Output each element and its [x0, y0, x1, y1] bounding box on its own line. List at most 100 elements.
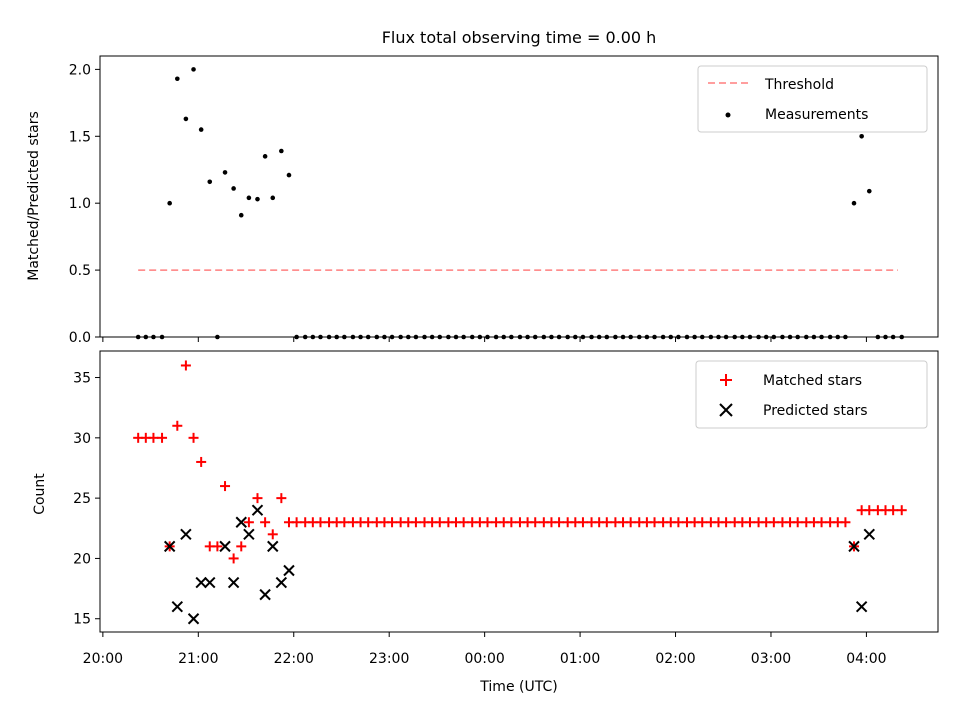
measurement-point	[803, 334, 809, 340]
matched-star-point	[721, 517, 732, 528]
predicted-star-point	[171, 600, 184, 613]
bottom-y-axis-label: Count	[32, 473, 48, 515]
measurement-point	[302, 334, 308, 340]
measurement-point	[198, 127, 204, 132]
measurement-point	[866, 188, 872, 194]
measurement-point	[787, 334, 793, 340]
measurement-point	[422, 334, 427, 340]
measurement-point	[350, 334, 356, 340]
measurement-point	[899, 334, 905, 340]
measurement-point	[437, 334, 443, 340]
top-y-axis-label: Matched/Predicted stars	[26, 111, 42, 281]
measurement-point	[859, 133, 864, 139]
bottom-legend: Matched stars Predicted stars	[695, 360, 928, 429]
matched-star-point	[260, 517, 271, 528]
x-tick-label: 22:00	[274, 651, 314, 667]
bottom-legend-box	[695, 360, 928, 429]
measurement-point	[565, 334, 570, 340]
measurement-point	[843, 334, 848, 340]
bottom-y-tick-label: 30	[73, 431, 91, 447]
top-x-ticks	[102, 337, 867, 342]
measurement-point	[318, 334, 323, 340]
measurement-point	[747, 334, 753, 340]
predicted-star-point	[855, 600, 868, 613]
measurement-point	[477, 334, 483, 340]
measurement-point	[875, 334, 881, 340]
measurement-point	[517, 334, 523, 340]
bottom-panel: 15 20 25 30 35 20:00 21:00 22:00 23:00 00:00 01:0…	[32, 350, 939, 695]
measurement-point	[541, 334, 547, 340]
measurement-point	[660, 334, 666, 340]
measurement-point	[255, 196, 260, 202]
top-legend: Threshold Measurements	[697, 65, 928, 133]
measurement-point	[183, 116, 189, 122]
matched-star-point	[220, 481, 231, 492]
bottom-axes-frame	[99, 350, 939, 633]
measurement-point	[175, 76, 180, 82]
measurement-point	[238, 212, 244, 218]
measurement-point	[811, 334, 817, 340]
measurement-point	[708, 334, 714, 340]
measurement-point	[628, 334, 633, 340]
measurement-point	[780, 334, 785, 340]
x-tick-label: 01:00	[560, 651, 600, 667]
predicted-star-point	[863, 528, 875, 541]
measurement-point	[549, 334, 554, 340]
measurement-point	[231, 186, 236, 191]
top-panel: 0.00.51.01.52.0 Matched/Predicted stars …	[26, 55, 939, 346]
measurement-point	[342, 334, 347, 340]
predicted-star-point	[848, 540, 860, 553]
measurement-point	[676, 334, 681, 340]
measurement-point	[636, 334, 642, 340]
measurement-point	[262, 154, 268, 159]
x-tick-label: 04:00	[846, 651, 886, 667]
legend-threshold-label: Threshold	[764, 77, 834, 93]
predicted-star-point	[180, 528, 192, 541]
top-y-tick-label: 1.0	[69, 196, 91, 212]
matched-star-point	[196, 456, 207, 467]
top-y-tick-label: 0.5	[69, 263, 91, 279]
matched-star-point	[276, 493, 287, 504]
measurement-point	[756, 334, 761, 340]
matched-star-point	[188, 432, 199, 443]
predicted-star-point	[283, 564, 295, 577]
matched-star-point	[768, 517, 779, 528]
matched-star-point	[252, 493, 263, 504]
measurement-point	[851, 200, 857, 206]
matched-star-point	[744, 517, 755, 528]
legend-matched-swatch	[720, 374, 732, 386]
count-points	[133, 360, 907, 625]
measurement-point	[405, 334, 411, 340]
top-y-tick-label: 2.0	[69, 62, 91, 78]
bottom-y-tick-label: 20	[73, 551, 91, 567]
legend-measurement-swatch	[725, 112, 731, 118]
x-tick-label: 21:00	[178, 651, 218, 667]
measurement-point	[461, 334, 466, 340]
measurement-point	[613, 334, 618, 340]
matched-star-point	[410, 517, 421, 528]
measurement-point	[532, 334, 538, 340]
predicted-star-point	[267, 540, 279, 553]
measurement-point	[620, 334, 626, 340]
x-axis-label: Time (UTC)	[479, 679, 557, 695]
measurement-point	[723, 334, 729, 340]
bottom-x-ticks: 20:00 21:00 22:00 23:00 00:00 01:00 02:00 03:00…	[83, 632, 887, 667]
measurement-point	[589, 334, 594, 340]
x-tick-label: 23:00	[369, 651, 409, 667]
matched-star-point	[236, 541, 247, 552]
matched-star-point	[888, 505, 899, 516]
measurement-point	[135, 334, 141, 340]
measurement-point	[890, 334, 896, 340]
measurement-point	[732, 334, 738, 340]
measurement-point	[580, 334, 586, 340]
predicted-star-point	[259, 588, 271, 601]
measurement-point	[795, 334, 800, 340]
matched-star-point	[554, 517, 565, 528]
measurement-point	[740, 334, 745, 340]
top-y-tick-label: 1.5	[69, 129, 91, 145]
bottom-y-ticks: 15 20 25 30 35	[73, 371, 100, 628]
measurement-point	[525, 334, 530, 340]
predicted-star-point	[243, 528, 255, 541]
matched-star-point	[339, 517, 350, 528]
x-tick-label: 00:00	[464, 651, 504, 667]
